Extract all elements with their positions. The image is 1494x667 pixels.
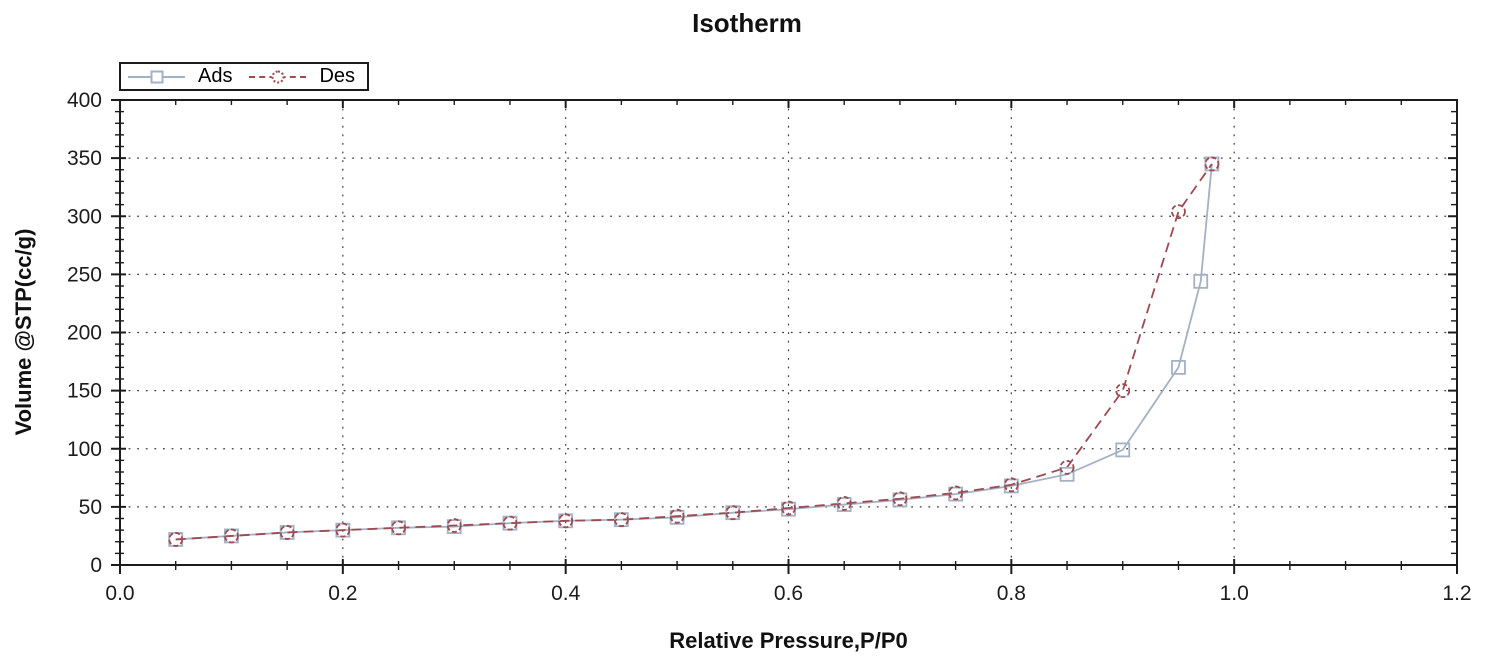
- svg-text:0.8: 0.8: [997, 582, 1026, 605]
- ads-square-marker-icon: [150, 70, 163, 83]
- svg-text:300: 300: [67, 205, 102, 228]
- y-axis-label: Volume @STP(cc/g): [11, 228, 36, 436]
- x-axis-label: Relative Pressure,P/P0: [669, 628, 908, 653]
- svg-text:200: 200: [67, 322, 102, 345]
- legend-ads-sample: [128, 69, 185, 85]
- legend-des-label: Des: [319, 65, 356, 87]
- svg-text:50: 50: [79, 496, 102, 519]
- legend-ads-label: Ads: [198, 65, 233, 87]
- svg-text:350: 350: [67, 147, 102, 170]
- svg-text:250: 250: [67, 263, 102, 286]
- svg-text:0.2: 0.2: [328, 582, 357, 605]
- svg-text:0: 0: [90, 554, 102, 577]
- chart-title: Isotherm: [692, 8, 802, 38]
- legend: Ads Des: [119, 62, 370, 91]
- des-circle-marker-icon: [271, 70, 285, 83]
- svg-text:100: 100: [67, 438, 102, 461]
- svg-text:150: 150: [67, 380, 102, 403]
- svg-text:1.2: 1.2: [1442, 582, 1471, 605]
- svg-text:0.6: 0.6: [774, 582, 803, 605]
- svg-text:0.4: 0.4: [551, 582, 581, 605]
- svg-text:0.0: 0.0: [105, 582, 134, 605]
- legend-des-sample: [249, 69, 307, 85]
- svg-text:1.0: 1.0: [1220, 582, 1249, 605]
- svg-text:400: 400: [67, 89, 102, 112]
